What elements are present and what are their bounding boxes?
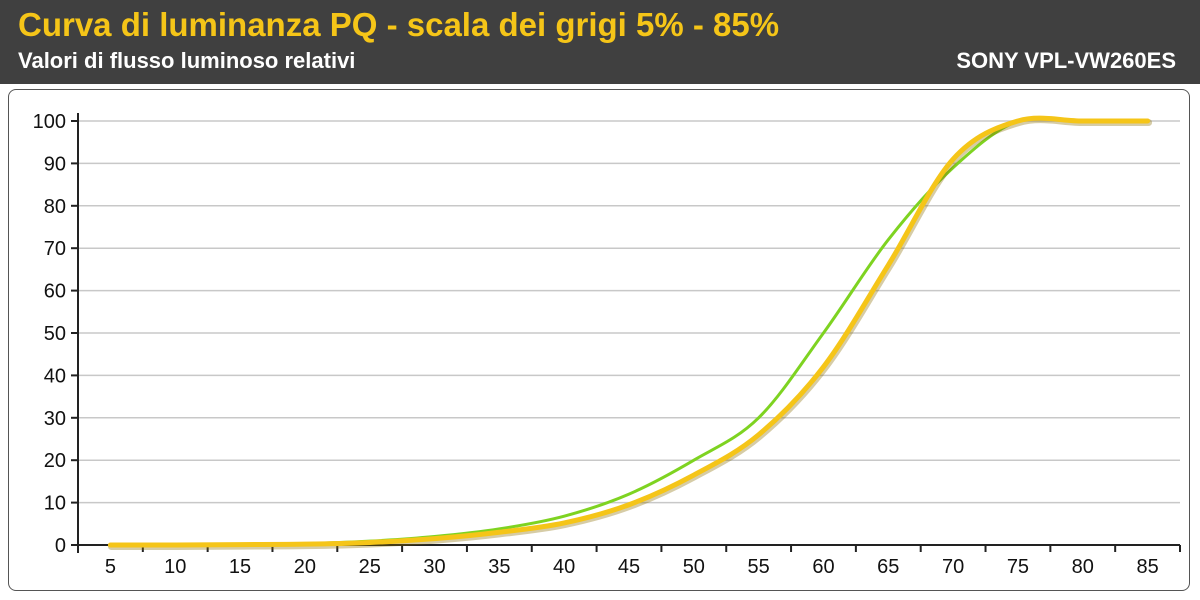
y-tick-label-100: 100 bbox=[33, 111, 66, 133]
x-tick-label-50: 50 bbox=[683, 556, 705, 578]
x-tick-label-45: 45 bbox=[618, 556, 640, 578]
x-tick-label-20: 20 bbox=[294, 556, 316, 578]
y-tick-label-80: 80 bbox=[44, 196, 66, 218]
plot-area bbox=[8, 89, 1190, 591]
y-tick-label-10: 10 bbox=[44, 493, 66, 515]
series-0-line bbox=[108, 116, 1150, 547]
x-tick-label-85: 85 bbox=[1136, 556, 1158, 578]
y-tick-label-70: 70 bbox=[44, 238, 66, 260]
chart-title: Curva di luminanza PQ - scala dei grigi … bbox=[18, 6, 780, 43]
x-tick-label-15: 15 bbox=[229, 556, 251, 578]
x-tick-label-40: 40 bbox=[553, 556, 575, 578]
x-tick-label-30: 30 bbox=[423, 556, 445, 578]
x-tick-label-75: 75 bbox=[1007, 556, 1029, 578]
x-tick-label-35: 35 bbox=[488, 556, 510, 578]
y-tick-label-50: 50 bbox=[44, 323, 66, 345]
x-tick-label-60: 60 bbox=[812, 556, 834, 578]
x-tick-label-80: 80 bbox=[1072, 556, 1094, 578]
x-tick-label-70: 70 bbox=[942, 556, 964, 578]
series-1-line bbox=[107, 115, 1151, 548]
chart-subtitle: Valori di flusso luminoso relativi bbox=[18, 48, 356, 73]
y-tick-label-20: 20 bbox=[44, 450, 66, 472]
x-tick-label-25: 25 bbox=[359, 556, 381, 578]
y-tick-label-90: 90 bbox=[44, 153, 66, 175]
x-tick-label-65: 65 bbox=[877, 556, 899, 578]
header-bar: Curva di luminanza PQ - scala dei grigi … bbox=[0, 0, 1200, 84]
y-tick-label-60: 60 bbox=[44, 281, 66, 303]
y-tick-label-0: 0 bbox=[55, 535, 66, 557]
device-model: SONY VPL-VW260ES bbox=[956, 48, 1176, 73]
x-tick-label-5: 5 bbox=[105, 556, 116, 578]
y-tick-label-40: 40 bbox=[44, 365, 66, 387]
x-tick-label-55: 55 bbox=[748, 556, 770, 578]
x-tick-label-10: 10 bbox=[164, 556, 186, 578]
y-tick-label-30: 30 bbox=[44, 408, 66, 430]
